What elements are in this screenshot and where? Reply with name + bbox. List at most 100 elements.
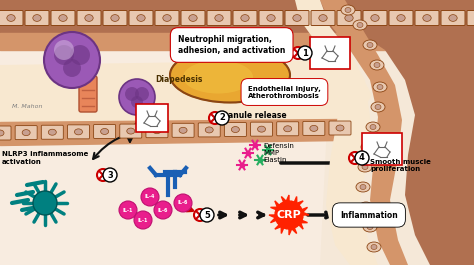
Ellipse shape (374, 63, 380, 68)
Circle shape (215, 111, 229, 125)
FancyBboxPatch shape (389, 11, 413, 25)
Ellipse shape (377, 85, 383, 90)
Polygon shape (295, 0, 378, 265)
Ellipse shape (370, 60, 384, 70)
Polygon shape (281, 202, 289, 215)
Ellipse shape (373, 82, 387, 92)
Circle shape (63, 59, 81, 77)
Circle shape (276, 202, 302, 228)
FancyBboxPatch shape (94, 125, 116, 138)
FancyBboxPatch shape (207, 11, 231, 25)
FancyBboxPatch shape (146, 124, 168, 138)
FancyBboxPatch shape (467, 11, 474, 25)
Polygon shape (289, 207, 302, 215)
Ellipse shape (74, 129, 82, 135)
Ellipse shape (361, 142, 375, 152)
Ellipse shape (310, 125, 318, 131)
Text: NLRP3 inflammasome
activation: NLRP3 inflammasome activation (2, 152, 88, 165)
Ellipse shape (359, 202, 373, 212)
Ellipse shape (363, 40, 377, 50)
Polygon shape (283, 201, 289, 215)
Text: M. Mahon: M. Mahon (12, 104, 43, 109)
Ellipse shape (366, 122, 380, 132)
Ellipse shape (85, 15, 93, 21)
Polygon shape (289, 215, 297, 228)
Polygon shape (275, 210, 289, 215)
Ellipse shape (241, 15, 249, 21)
FancyBboxPatch shape (120, 124, 142, 138)
Ellipse shape (341, 5, 355, 15)
FancyBboxPatch shape (303, 121, 325, 135)
Polygon shape (289, 215, 301, 225)
Circle shape (134, 211, 152, 229)
Circle shape (298, 46, 312, 60)
Ellipse shape (48, 129, 56, 135)
Polygon shape (275, 215, 289, 220)
Text: IL-6: IL-6 (178, 201, 188, 205)
Ellipse shape (257, 126, 265, 132)
Ellipse shape (367, 242, 381, 252)
Ellipse shape (267, 15, 275, 21)
FancyBboxPatch shape (311, 11, 335, 25)
Polygon shape (277, 205, 289, 215)
Text: Neutrophil migration,
adhesion, and activation: Neutrophil migration, adhesion, and acti… (178, 35, 285, 55)
Ellipse shape (371, 102, 385, 112)
Circle shape (54, 40, 74, 60)
Ellipse shape (0, 130, 4, 136)
FancyBboxPatch shape (51, 11, 75, 25)
Ellipse shape (356, 182, 370, 192)
Text: IL-1: IL-1 (123, 207, 133, 213)
Circle shape (154, 201, 172, 219)
FancyBboxPatch shape (181, 11, 205, 25)
Polygon shape (0, 0, 340, 265)
Circle shape (103, 168, 117, 182)
Polygon shape (289, 203, 299, 215)
Circle shape (119, 201, 137, 219)
Polygon shape (276, 215, 289, 223)
Ellipse shape (205, 127, 213, 133)
FancyBboxPatch shape (277, 122, 299, 136)
Polygon shape (289, 207, 309, 215)
Ellipse shape (137, 15, 145, 21)
Ellipse shape (371, 15, 379, 21)
Ellipse shape (367, 42, 373, 47)
Ellipse shape (284, 126, 292, 132)
Ellipse shape (345, 7, 351, 12)
Text: Diapedesis: Diapedesis (155, 76, 202, 85)
FancyBboxPatch shape (441, 11, 465, 25)
Polygon shape (289, 215, 294, 229)
Polygon shape (275, 212, 289, 215)
Ellipse shape (362, 165, 368, 170)
FancyBboxPatch shape (0, 11, 23, 25)
FancyBboxPatch shape (129, 11, 153, 25)
FancyBboxPatch shape (259, 11, 283, 25)
Polygon shape (279, 203, 289, 215)
FancyBboxPatch shape (329, 121, 351, 135)
Polygon shape (286, 215, 289, 229)
FancyBboxPatch shape (233, 11, 257, 25)
Ellipse shape (371, 245, 377, 250)
Polygon shape (340, 0, 474, 265)
FancyBboxPatch shape (172, 123, 194, 137)
Circle shape (70, 45, 90, 65)
Circle shape (194, 209, 206, 221)
FancyBboxPatch shape (15, 126, 37, 140)
Polygon shape (289, 202, 297, 215)
Text: CRP: CRP (277, 210, 301, 220)
Ellipse shape (100, 129, 109, 134)
Polygon shape (289, 215, 302, 223)
Ellipse shape (111, 15, 119, 21)
Ellipse shape (367, 224, 373, 229)
FancyBboxPatch shape (224, 122, 246, 136)
Circle shape (54, 45, 74, 65)
Text: 2: 2 (219, 113, 225, 122)
Polygon shape (0, 60, 372, 122)
Polygon shape (289, 210, 303, 215)
Ellipse shape (345, 15, 353, 21)
FancyBboxPatch shape (25, 11, 49, 25)
Circle shape (209, 112, 221, 124)
Ellipse shape (22, 130, 30, 136)
Ellipse shape (365, 144, 371, 149)
Circle shape (355, 151, 369, 165)
Ellipse shape (357, 23, 363, 28)
